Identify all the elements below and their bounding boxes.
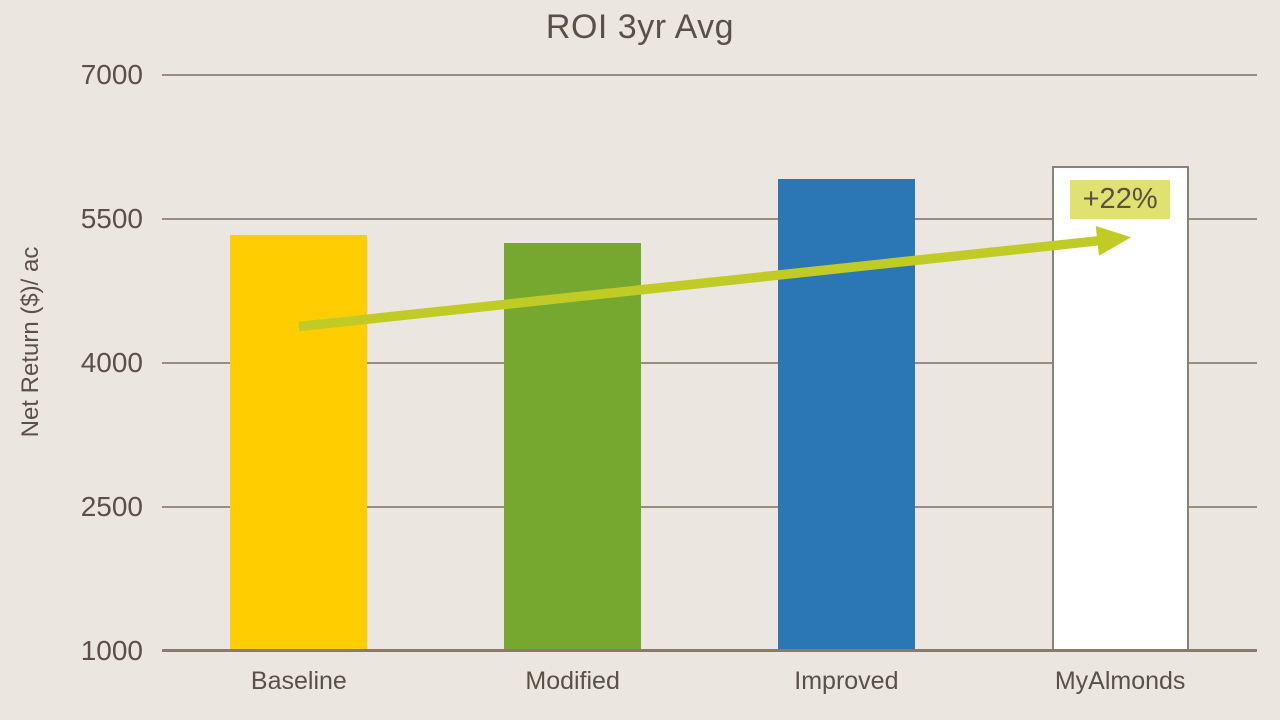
gridline xyxy=(162,74,1257,76)
chart-title: ROI 3yr Avg xyxy=(545,8,735,46)
y-tick-label: 5500 xyxy=(80,203,143,234)
y-tick-label: 2500 xyxy=(80,491,143,522)
x-axis-label: Modified xyxy=(525,667,620,695)
x-axis-line xyxy=(162,649,1257,652)
trend-arrow-shaft xyxy=(298,235,1102,332)
bar-baseline xyxy=(230,235,368,651)
y-axis-title: Net Return ($)/ ac xyxy=(17,246,44,438)
gridline xyxy=(162,362,1257,364)
bar-myalmonds xyxy=(1051,166,1189,651)
x-axis-label: Improved xyxy=(794,667,899,695)
gridline xyxy=(162,506,1257,508)
annotation-label: +22% xyxy=(1070,180,1171,220)
x-axis-label: MyAlmonds xyxy=(1054,667,1186,695)
gridline xyxy=(162,218,1257,220)
y-tick-label: 1000 xyxy=(80,635,143,666)
y-tick-label: 4000 xyxy=(80,347,143,378)
y-tick-label: 7000 xyxy=(80,59,143,90)
x-axis-label: Baseline xyxy=(250,667,347,695)
bar-improved xyxy=(777,178,915,651)
bar-modified xyxy=(504,243,642,651)
